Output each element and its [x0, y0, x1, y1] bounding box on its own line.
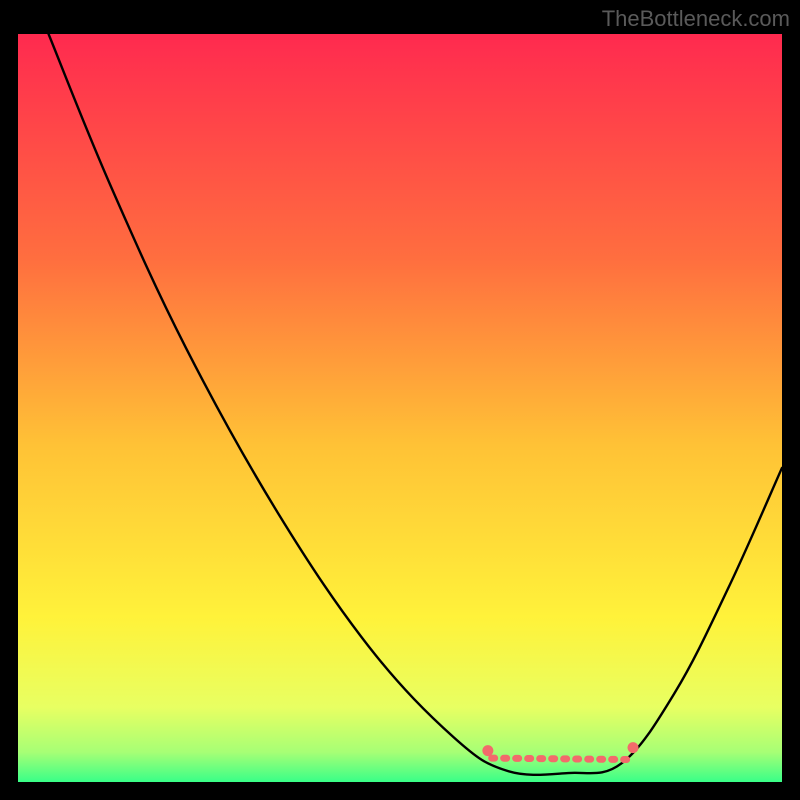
range-end-dot — [628, 742, 639, 753]
watermark-text: TheBottleneck.com — [602, 6, 790, 32]
optimal-range-highlight — [492, 758, 630, 759]
bottleneck-curve — [49, 34, 782, 775]
plot-area — [18, 34, 782, 782]
curve-layer — [18, 34, 782, 782]
range-end-dot — [482, 745, 493, 756]
